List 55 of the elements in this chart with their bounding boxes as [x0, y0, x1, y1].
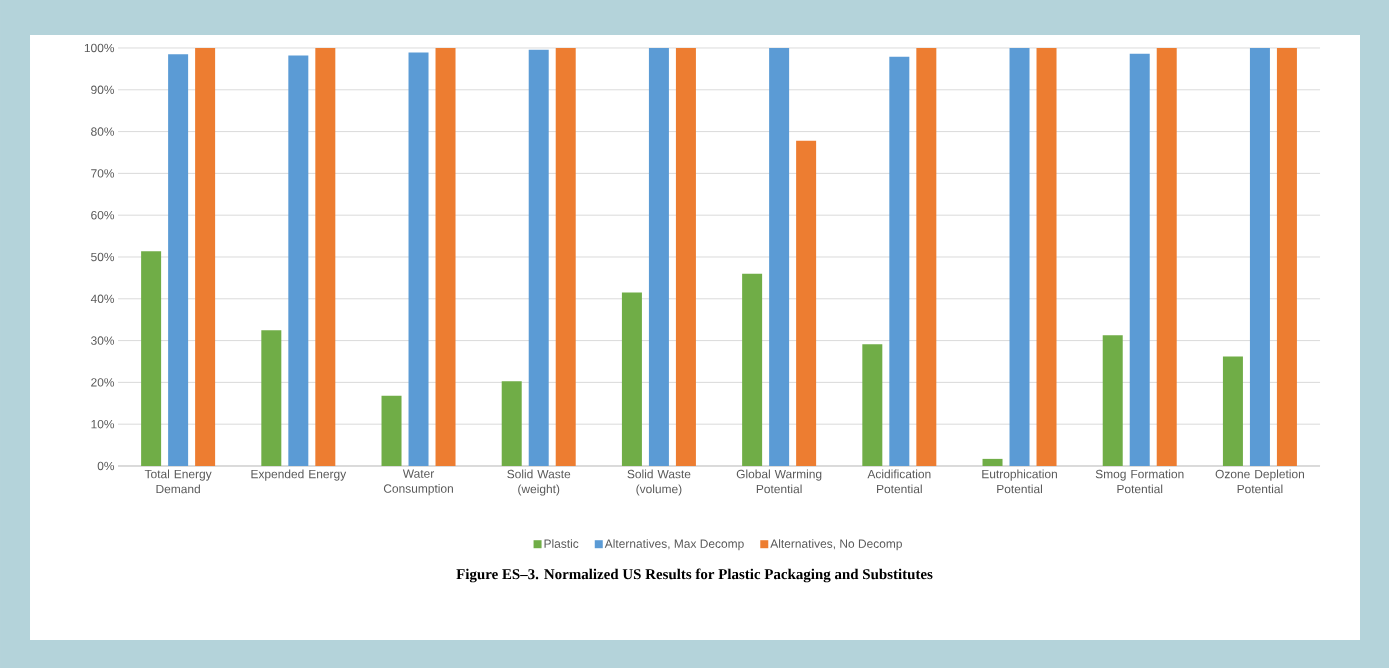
- y-tick-label: 60%: [91, 210, 115, 220]
- bar: [621, 292, 642, 466]
- bar: [261, 330, 282, 466]
- x-tick-label: Eutrophication Potential: [982, 469, 1057, 494]
- bar: [742, 273, 763, 466]
- bar: [889, 56, 910, 466]
- bar: [168, 54, 189, 466]
- y-tick-label: 100%: [84, 43, 115, 53]
- bar: [381, 395, 402, 466]
- y-tick-label: 20%: [91, 378, 115, 387]
- bar: [408, 52, 429, 466]
- y-tick-label: 90%: [91, 85, 115, 95]
- y-tick-label: 30%: [91, 336, 115, 345]
- text: Figure ES–3. Normalized US Results for Plastic Packaging and Substitutes: [456, 568, 933, 583]
- bar: [916, 47, 937, 466]
- bar: [501, 381, 522, 466]
- bar: [1222, 356, 1243, 466]
- bar: [1249, 47, 1270, 466]
- legend-label: Alternatives, Max Decomp: [604, 539, 744, 551]
- bar: [675, 47, 696, 466]
- x-tick-label: Solid Waste (volume): [627, 469, 691, 496]
- bar: [555, 47, 576, 466]
- bar: [862, 344, 883, 466]
- x-tick-label: Global Warming Potential: [736, 469, 822, 494]
- bar: [315, 47, 336, 466]
- bar: [1009, 47, 1030, 466]
- x-tick-label: Expended Energy: [251, 469, 347, 481]
- bar: [528, 49, 549, 466]
- legend-label: Alternatives, No Decomp: [770, 539, 902, 551]
- x-tick-label: Solid Waste (weight): [507, 469, 571, 496]
- bar: [288, 55, 309, 466]
- bar: [1156, 47, 1177, 466]
- y-tick-label: 70%: [91, 169, 115, 178]
- bar: [435, 47, 456, 466]
- bar: [1129, 53, 1150, 466]
- bar: [141, 251, 162, 466]
- bar: [769, 47, 790, 466]
- y-tick-label: 50%: [91, 252, 115, 262]
- x-tick-label: Ozone Depletion Potential: [1215, 469, 1304, 494]
- bar: [648, 47, 669, 466]
- bar: [195, 47, 216, 466]
- x-tick-label: Acidification Potential: [867, 469, 931, 494]
- bar: [796, 140, 817, 466]
- y-tick-label: 40%: [90, 294, 115, 304]
- bar: [1276, 47, 1297, 466]
- bar: [982, 458, 1003, 466]
- bar: [1102, 335, 1123, 466]
- bar: [1036, 47, 1057, 466]
- y-tick-label: 80%: [91, 127, 115, 136]
- y-tick-label: 10%: [91, 419, 115, 429]
- x-tick-label: Water Consumption: [383, 469, 453, 496]
- y-tick-label: 0%: [97, 461, 115, 471]
- x-tick-label: Smog Formation Potential: [1095, 469, 1184, 494]
- x-tick-label: Total Energy Demand: [144, 469, 212, 494]
- legend-label: Plastic: [544, 539, 579, 548]
